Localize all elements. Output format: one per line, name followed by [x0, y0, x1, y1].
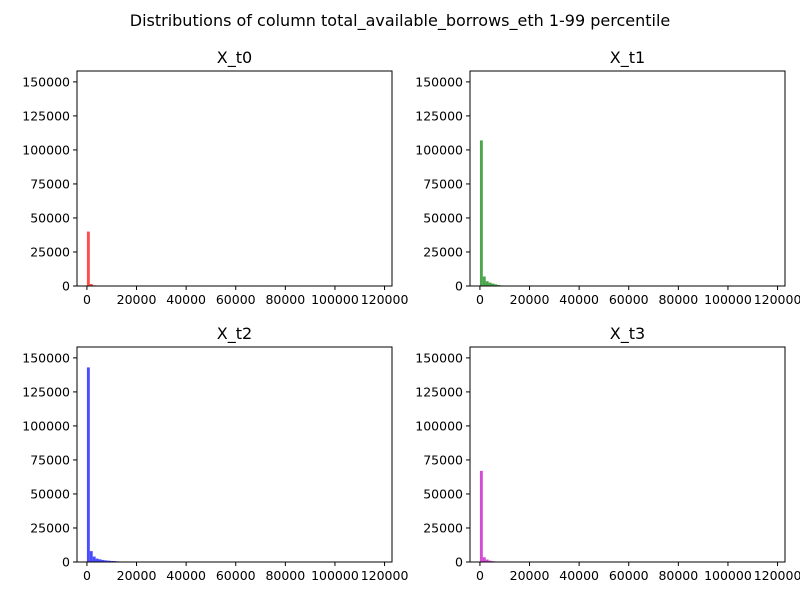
y-tick-label: 75000: [30, 452, 70, 467]
x-tick-label: 0: [476, 292, 484, 307]
x-tick-label: 60000: [216, 568, 256, 583]
x-tick-label: 100000: [311, 568, 359, 583]
plot-frame: [76, 346, 393, 563]
y-tick-label: 125000: [415, 108, 463, 123]
subplot-x-t3: X_t30 20000 40000 60000 80000 100000 120000025…: [415, 324, 800, 583]
x-tick-label: 120000: [361, 568, 409, 583]
y-tick-label: 50000: [30, 210, 70, 225]
y-tick-label: 125000: [22, 108, 70, 123]
y-tick-label: 0: [62, 279, 70, 294]
x-tick-label: 20000: [117, 292, 157, 307]
plot-frame: [76, 70, 393, 287]
y-tick-label: 100000: [415, 142, 463, 157]
y-tick-label: 150000: [415, 74, 463, 89]
histogram-bar: [479, 140, 483, 286]
histogram-bar: [92, 556, 96, 562]
y-tick-label: 100000: [415, 418, 463, 433]
x-tick-label: 80000: [265, 568, 305, 583]
subplot-title: X_t3: [610, 324, 645, 344]
y-tick-label: 25000: [423, 244, 463, 259]
y-tick-label: 50000: [423, 486, 463, 501]
figure-title: Distributions of column total_available_…: [130, 11, 671, 31]
histogram-bar: [482, 276, 486, 286]
histogram-bar: [107, 560, 111, 562]
y-tick-label: 25000: [423, 520, 463, 535]
x-tick-label: 80000: [658, 292, 698, 307]
y-tick-label: 25000: [30, 520, 70, 535]
x-tick-label: 60000: [609, 568, 649, 583]
subplot-title: X_t0: [217, 48, 252, 68]
y-tick-label: 50000: [423, 210, 463, 225]
y-tick-label: 0: [455, 279, 463, 294]
histogram-bar: [491, 283, 495, 286]
histogram-bar: [98, 559, 102, 562]
histogram-bar: [101, 559, 105, 562]
y-tick-label: 0: [455, 555, 463, 570]
x-tick-label: 100000: [704, 292, 752, 307]
plot-frame: [469, 346, 786, 563]
y-tick-label: 100000: [22, 142, 70, 157]
x-tick-label: 0: [476, 568, 484, 583]
y-tick-label: 100000: [22, 418, 70, 433]
histogram-bar: [89, 551, 93, 562]
x-tick-label: 20000: [510, 568, 550, 583]
x-tick-label: 0: [83, 292, 91, 307]
histogram-bar: [104, 560, 108, 562]
subplot-x-t2: X_t20 20000 40000 60000 80000 100000 120000025…: [22, 324, 408, 583]
x-tick-label: 60000: [216, 292, 256, 307]
histogram-bar: [482, 557, 486, 562]
y-tick-label: 75000: [423, 176, 463, 191]
x-tick-label: 80000: [658, 568, 698, 583]
subplot-x-t1: X_t10 20000 40000 60000 80000 100000 120000025…: [415, 48, 800, 307]
x-tick-label: 40000: [559, 292, 599, 307]
x-tick-label: 80000: [265, 292, 305, 307]
histogram-bar: [89, 283, 93, 286]
subplot-title: X_t1: [610, 48, 645, 68]
x-tick-label: 40000: [559, 568, 599, 583]
subplot-x-t0: X_t00 20000 40000 60000 80000 100000 120000025…: [22, 48, 408, 307]
histogram-bar: [485, 559, 489, 562]
y-tick-label: 25000: [30, 244, 70, 259]
histogram-bar: [110, 560, 114, 562]
x-tick-label: 40000: [166, 292, 206, 307]
histogram-bar: [479, 470, 483, 562]
x-tick-label: 100000: [311, 292, 359, 307]
y-tick-label: 75000: [423, 452, 463, 467]
histogram-bar: [485, 281, 489, 286]
histogram-bar: [95, 558, 99, 562]
histogram-bar: [86, 231, 90, 286]
x-tick-label: 0: [83, 568, 91, 583]
y-tick-label: 125000: [22, 384, 70, 399]
y-tick-label: 75000: [30, 176, 70, 191]
plot-frame: [469, 70, 786, 287]
x-tick-label: 20000: [510, 292, 550, 307]
y-tick-label: 50000: [30, 486, 70, 501]
x-tick-label: 60000: [609, 292, 649, 307]
y-tick-label: 150000: [415, 350, 463, 365]
subplot-title: X_t2: [217, 324, 252, 344]
x-tick-label: 20000: [117, 568, 157, 583]
y-tick-label: 125000: [415, 384, 463, 399]
x-tick-label: 40000: [166, 568, 206, 583]
histogram-bar: [488, 282, 492, 286]
x-tick-label: 120000: [754, 568, 800, 583]
x-tick-label: 120000: [361, 292, 409, 307]
x-tick-label: 100000: [704, 568, 752, 583]
x-tick-label: 120000: [754, 292, 800, 307]
y-tick-label: 150000: [22, 350, 70, 365]
y-tick-label: 0: [62, 555, 70, 570]
y-tick-label: 150000: [22, 74, 70, 89]
histogram-bar: [488, 560, 492, 562]
histogram-bar: [86, 367, 90, 562]
histogram-bar: [494, 284, 498, 286]
